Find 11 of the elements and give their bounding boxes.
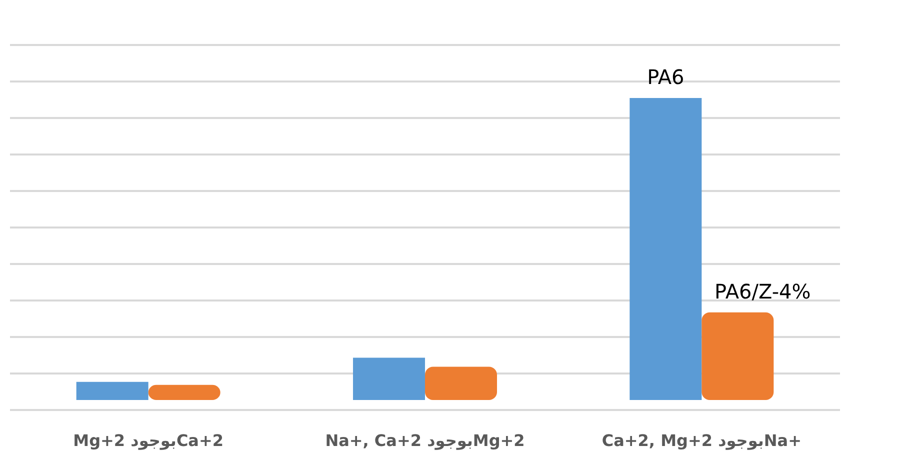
x-tick-label: Ca+2, Mg+2 بوجودNa+	[602, 431, 802, 450]
bar	[353, 358, 425, 400]
bar	[76, 382, 148, 400]
x-tick-label: Mg+2 بوجودCa+2	[73, 431, 224, 450]
series-label: PA6	[647, 65, 684, 89]
bar	[425, 366, 497, 400]
bar	[702, 312, 774, 400]
series-label: PA6/Z-4%	[714, 279, 811, 304]
x-tick-label: Na+, Ca+2 بوجودMg+2	[325, 431, 525, 450]
bar	[148, 384, 220, 400]
bar	[630, 98, 702, 400]
